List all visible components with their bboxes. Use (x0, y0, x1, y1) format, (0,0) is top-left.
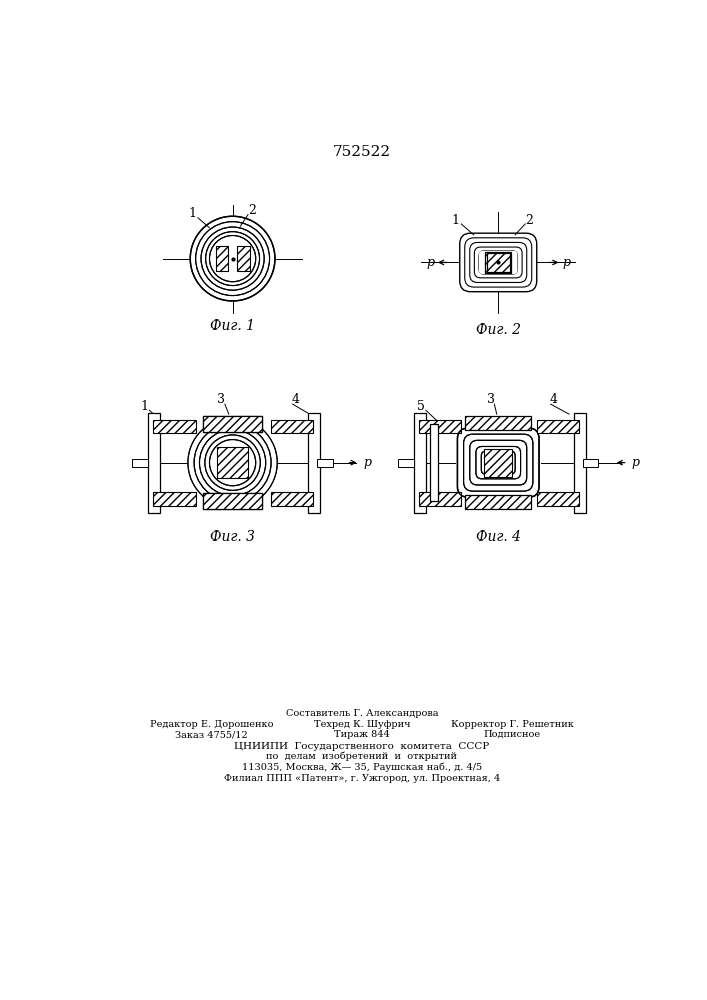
Circle shape (190, 216, 275, 301)
Bar (486, 253, 510, 272)
Bar (204, 493, 262, 509)
Bar (204, 416, 262, 432)
Bar (238, 246, 250, 271)
Text: 3: 3 (486, 393, 494, 406)
Circle shape (188, 418, 277, 507)
Text: Фиг. 3: Фиг. 3 (210, 530, 255, 544)
Text: 5: 5 (417, 400, 425, 413)
Bar (231, 249, 234, 268)
FancyBboxPatch shape (479, 251, 518, 274)
Text: 2: 2 (525, 214, 533, 227)
Text: p: p (631, 456, 639, 469)
Text: Редактор Е. Дорошенко: Редактор Е. Дорошенко (150, 720, 274, 729)
Bar (485, 252, 511, 273)
Text: Фиг. 4: Фиг. 4 (476, 530, 521, 544)
Text: Техред К. Шуфрич: Техред К. Шуфрич (314, 720, 410, 729)
Bar (419, 420, 461, 433)
Bar (419, 492, 461, 506)
Text: p: p (363, 456, 371, 469)
Text: 3: 3 (217, 393, 225, 406)
Text: Фиг. 1: Фиг. 1 (210, 319, 255, 333)
Text: p: p (562, 256, 570, 269)
Text: 4: 4 (549, 393, 558, 406)
Bar (317, 459, 333, 466)
Bar (537, 420, 579, 433)
Bar (537, 492, 579, 506)
Text: Заказ 4755/12: Заказ 4755/12 (175, 730, 248, 739)
Bar (414, 413, 426, 513)
Bar (465, 495, 532, 509)
Bar (583, 459, 598, 466)
Text: по  делам  изобретений  и  открытий: по делам изобретений и открытий (267, 752, 457, 761)
Bar (132, 459, 148, 466)
Bar (217, 447, 248, 478)
Text: 1: 1 (189, 207, 197, 220)
Bar (204, 416, 262, 432)
Text: ЦНИИПИ  Государственного  комитета  СССР: ЦНИИПИ Государственного комитета СССР (234, 742, 489, 751)
Bar (431, 424, 438, 501)
Text: Корректор Г. Решетник: Корректор Г. Решетник (450, 720, 573, 729)
Text: 113035, Москва, Ж— 35, Раушская наб., д. 4/5: 113035, Москва, Ж— 35, Раушская наб., д.… (242, 763, 482, 772)
Text: Составитель Г. Александрова: Составитель Г. Александрова (286, 709, 438, 718)
Text: 1: 1 (452, 214, 460, 227)
Text: 1: 1 (140, 400, 148, 413)
Text: p: p (426, 256, 435, 269)
Bar (148, 413, 160, 513)
Bar (456, 423, 541, 503)
Bar (271, 492, 313, 506)
Bar (271, 420, 313, 433)
Text: 4: 4 (292, 393, 300, 406)
FancyBboxPatch shape (460, 233, 537, 292)
Bar (308, 413, 320, 513)
Bar (153, 492, 196, 506)
Text: Тираж 844: Тираж 844 (334, 730, 390, 739)
Text: Фиг. 2: Фиг. 2 (476, 323, 521, 337)
Text: Филиал ППП «Патент», г. Ужгород, ул. Проектная, 4: Филиал ППП «Патент», г. Ужгород, ул. Про… (224, 774, 500, 783)
Bar (573, 413, 586, 513)
Text: 752522: 752522 (333, 145, 391, 159)
Bar (204, 416, 262, 432)
Bar (204, 493, 262, 509)
Bar (153, 420, 196, 433)
Bar (484, 449, 512, 477)
Text: Подписное: Подписное (484, 730, 541, 739)
Bar (216, 246, 228, 271)
Bar (465, 416, 532, 430)
Bar (398, 459, 414, 466)
Text: 2: 2 (248, 204, 256, 217)
Bar (204, 493, 262, 509)
